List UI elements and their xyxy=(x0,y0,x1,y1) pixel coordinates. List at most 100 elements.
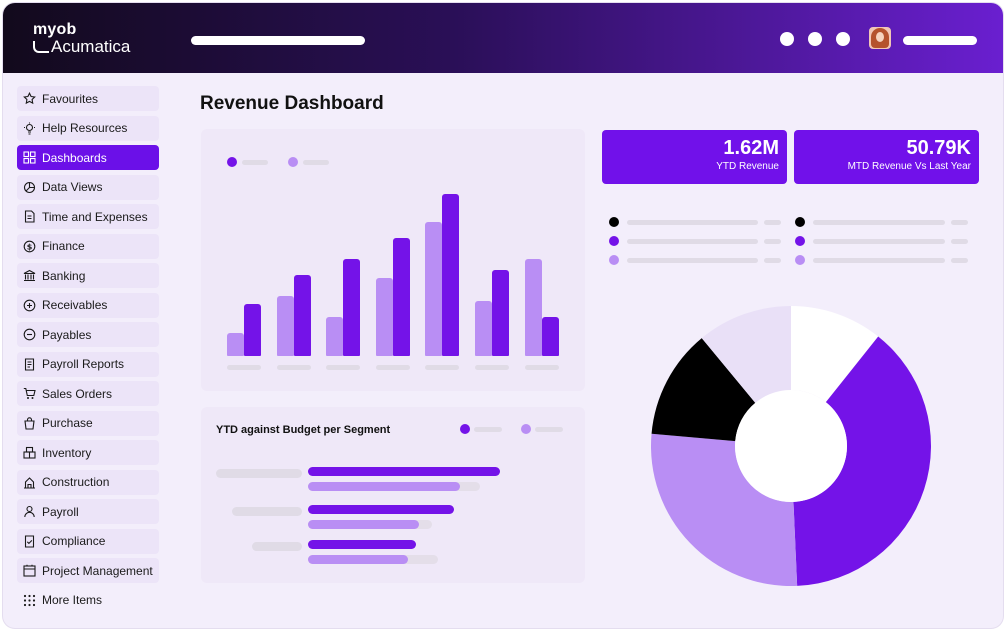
sidebar-item-receivables[interactable]: Receivables xyxy=(17,292,159,318)
inventory-icon xyxy=(23,446,36,459)
legend-dot xyxy=(609,217,619,227)
sidebar-item-project-management[interactable]: Project Management xyxy=(17,558,159,583)
legend-value-placeholder xyxy=(951,258,968,263)
sidebar-item-payables[interactable]: Payables xyxy=(17,322,159,347)
sidebar-item-label: Construction xyxy=(42,475,110,489)
menu-dot-icon[interactable] xyxy=(808,32,822,46)
sidebar-item-label: Favourites xyxy=(42,91,99,106)
segment-bar-series-1-3[interactable] xyxy=(308,540,416,549)
bar-series-2-7[interactable] xyxy=(541,317,559,356)
sidebar-item-label: Receivables xyxy=(42,298,108,312)
x-tick-placeholder xyxy=(425,365,460,370)
sidebar-item-label: Payroll Reports xyxy=(42,357,125,371)
kpi-value: 50.79K xyxy=(906,137,972,159)
avatar[interactable] xyxy=(869,27,891,49)
donut-slice-4[interactable] xyxy=(651,338,756,442)
bar-series-1-5[interactable] xyxy=(425,221,443,356)
sidebar-item-label: Payables xyxy=(42,327,92,342)
legend-label-placeholder xyxy=(813,220,945,225)
kpi-label: MTD Revenue Vs Last Year xyxy=(847,161,971,172)
sidebar-item-label: Sales Orders xyxy=(42,386,113,401)
brand-line1: myob xyxy=(33,21,77,38)
bank-icon xyxy=(23,269,36,282)
segment-bar-series-1-2[interactable] xyxy=(308,505,454,514)
legend-label-placeholder xyxy=(474,427,502,432)
sidebar-item-banking[interactable]: Banking xyxy=(17,263,159,288)
sidebar-item-label: Banking xyxy=(42,268,86,283)
sidebar-item-help-resources[interactable]: Help Resources xyxy=(17,115,159,141)
segment-panel-title: YTD against Budget per Segment xyxy=(216,424,391,436)
sidebar-item-label: Inventory xyxy=(42,445,92,460)
user-name-placeholder[interactable] xyxy=(903,36,977,45)
brand-logo[interactable]: myob Acumatica xyxy=(33,21,143,61)
bar-series-1-6[interactable] xyxy=(475,300,492,356)
bar-series-2-1[interactable] xyxy=(244,304,261,356)
page-title: Revenue Dashboard xyxy=(200,93,384,114)
sidebar-item-payroll[interactable]: Payroll xyxy=(17,499,159,524)
cart-icon xyxy=(23,387,36,400)
donut-slice-2[interactable] xyxy=(793,336,931,586)
legend-label-placeholder xyxy=(627,258,758,263)
sidebar-item-data-views[interactable]: Data Views xyxy=(17,174,159,200)
bar-series-1-3[interactable] xyxy=(326,317,344,356)
kpi-label: YTD Revenue xyxy=(716,161,779,172)
svg-text:$: $ xyxy=(27,242,33,251)
menu-dot-icon[interactable] xyxy=(780,32,794,46)
sidebar-item-finance[interactable]: $ Finance xyxy=(17,233,159,259)
sidebar-item-construction[interactable]: Construction xyxy=(17,469,159,495)
sidebar-item-payroll-reports[interactable]: Payroll Reports xyxy=(17,351,159,377)
bar-chart-panel xyxy=(201,129,585,391)
kpi-card-ytd-revenue[interactable]: 1.62M YTD Revenue xyxy=(602,130,787,184)
bar-series-2-3[interactable] xyxy=(343,258,361,356)
pie-chart-icon xyxy=(23,181,36,194)
kpi-value: 1.62M xyxy=(723,137,779,159)
x-tick-placeholder xyxy=(375,365,410,370)
sidebar-item-label: Finance xyxy=(42,239,85,253)
receivables-icon xyxy=(23,299,36,312)
sidebar-item-more-items[interactable]: More Items xyxy=(17,588,159,613)
bar-series-1-7[interactable] xyxy=(524,258,542,356)
sidebar-item-sales-orders[interactable]: Sales Orders xyxy=(17,381,159,406)
search-bar[interactable] xyxy=(191,36,365,45)
sidebar-item-compliance[interactable]: Compliance xyxy=(17,528,159,554)
legend-dot xyxy=(795,255,805,265)
bar-series-2-6[interactable] xyxy=(492,270,509,356)
star-icon xyxy=(23,92,36,105)
bar-series-1-1[interactable] xyxy=(227,333,244,356)
sidebar-item-dashboards[interactable]: Dashboards xyxy=(17,145,159,170)
segment-label-placeholder xyxy=(216,469,302,478)
legend-dot-series-1 xyxy=(227,157,237,167)
construction-icon xyxy=(23,476,36,489)
bar-series-1-4[interactable] xyxy=(375,278,393,356)
sidebar-item-label: Help Resources xyxy=(42,121,128,135)
legend-label-placeholder xyxy=(627,220,758,225)
donut-slice-5[interactable] xyxy=(701,306,791,403)
segment-bar-series-1-1[interactable] xyxy=(308,467,500,476)
segment-bar-series-2-1[interactable] xyxy=(308,482,460,491)
segment-bar-series-2-3[interactable] xyxy=(308,555,408,564)
bar-series-2-4[interactable] xyxy=(392,237,410,356)
menu-dot-icon[interactable] xyxy=(836,32,850,46)
kpi-card-mtd-revenue[interactable]: 50.79K MTD Revenue Vs Last Year xyxy=(794,130,979,184)
sidebar-item-time-and-expenses[interactable]: Time and Expenses xyxy=(17,204,159,229)
segment-bar-series-2-2[interactable] xyxy=(308,520,420,529)
legend-dot-series-2 xyxy=(521,424,531,434)
donut-slice-1[interactable] xyxy=(791,306,879,403)
sidebar-item-purchase[interactable]: Purchase xyxy=(17,410,159,436)
grid-dots-icon xyxy=(23,594,36,607)
legend-dot xyxy=(795,217,805,227)
legend-label-placeholder xyxy=(813,258,945,263)
donut-hole xyxy=(735,390,847,502)
bar-series-1-2[interactable] xyxy=(276,296,294,356)
bar-series-2-2[interactable] xyxy=(293,275,311,356)
sidebar-item-label: More Items xyxy=(42,593,103,607)
bar-series-2-5[interactable] xyxy=(442,194,460,356)
sidebar-item-label: Project Management xyxy=(42,563,153,578)
dashboard-icon xyxy=(23,151,36,164)
x-tick-placeholder xyxy=(276,365,311,370)
segment-panel xyxy=(201,407,585,583)
sidebar-item-favourites[interactable]: Favourites xyxy=(17,86,159,111)
sidebar-item-inventory[interactable]: Inventory xyxy=(17,440,159,465)
sidebar-item-label: Compliance xyxy=(42,534,106,548)
donut-slice-3[interactable] xyxy=(651,433,798,586)
